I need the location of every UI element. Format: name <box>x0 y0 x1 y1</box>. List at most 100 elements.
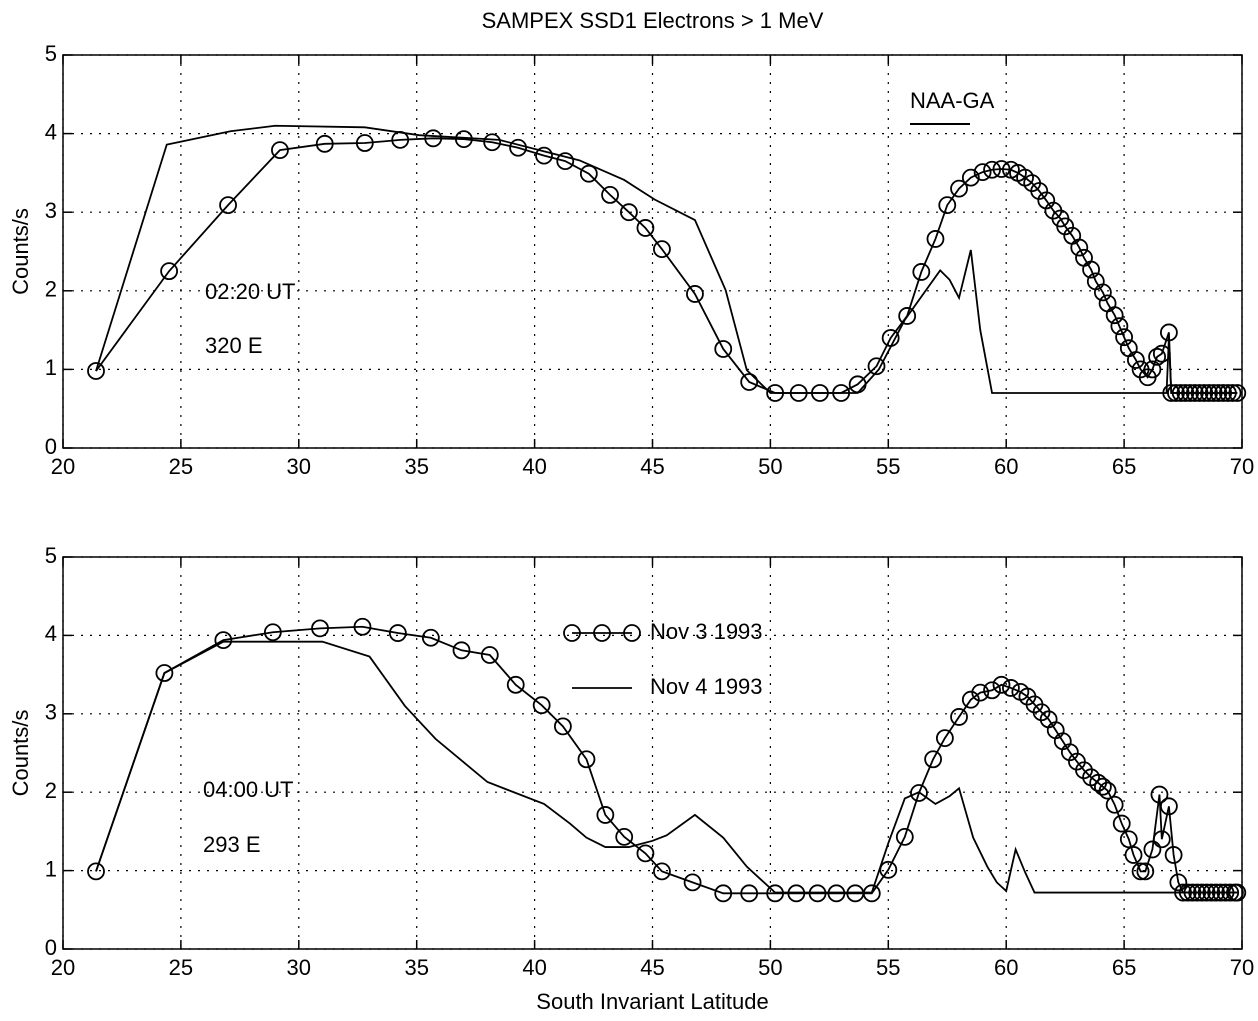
data-point <box>577 750 596 769</box>
y-axis-label: Counts/s <box>8 208 33 295</box>
x-tick-label: 25 <box>169 955 193 980</box>
data-point <box>1115 328 1133 347</box>
x-tick-label: 60 <box>994 955 1018 980</box>
x-tick-label: 45 <box>640 454 664 479</box>
x-tick-label: 20 <box>51 955 75 980</box>
data-point <box>535 146 553 165</box>
x-tick-label: 70 <box>1230 454 1254 479</box>
annotation: 320 E <box>205 333 263 358</box>
x-tick-label: 65 <box>1112 955 1136 980</box>
data-point <box>895 827 914 846</box>
y-tick-label: 4 <box>45 119 57 144</box>
data-point <box>1119 830 1138 849</box>
series-line <box>95 640 1238 894</box>
axes-box <box>62 556 1243 950</box>
data-point <box>219 196 237 215</box>
x-tick-label: 35 <box>404 955 428 980</box>
data-point <box>311 619 329 638</box>
data-point <box>898 307 917 325</box>
data-point <box>355 134 374 152</box>
data-point <box>601 186 619 204</box>
data-point <box>452 641 471 660</box>
x-tick-label: 50 <box>758 454 782 479</box>
data-point <box>214 631 233 650</box>
data-point <box>961 168 980 187</box>
data-point <box>483 133 502 152</box>
data-point <box>421 628 440 647</box>
data-point <box>867 357 886 376</box>
data-point <box>353 617 372 636</box>
data-point <box>983 160 1001 179</box>
data-point <box>615 827 634 846</box>
data-point <box>1148 347 1167 366</box>
y-tick-label: 1 <box>45 355 57 380</box>
data-point <box>87 862 105 881</box>
data-point <box>714 884 733 903</box>
data-point <box>1136 862 1155 881</box>
data-point <box>636 219 655 237</box>
data-point <box>983 681 1001 700</box>
data-point <box>1160 797 1178 816</box>
data-point <box>992 675 1011 694</box>
data-point <box>556 152 575 171</box>
data-point <box>532 696 551 715</box>
x-tick-label: 20 <box>51 454 75 479</box>
series-line <box>95 137 1238 394</box>
data-point <box>686 285 704 303</box>
legend-marker <box>623 624 641 642</box>
data-point <box>950 708 968 726</box>
data-point <box>683 873 702 892</box>
data-point <box>1098 781 1117 800</box>
annotation: 02:20 UT <box>205 279 296 304</box>
data-point <box>1110 317 1129 336</box>
data-point <box>155 664 174 682</box>
annotation: 04:00 UT <box>203 777 294 802</box>
x-tick-label: 55 <box>876 955 900 980</box>
data-point <box>1002 679 1020 697</box>
data-point <box>926 230 945 248</box>
chart-title: SAMPEX SSD1 Electrons > 1 MeV <box>482 8 824 33</box>
data-point <box>1131 862 1150 881</box>
y-tick-label: 5 <box>45 543 57 568</box>
data-point <box>938 196 957 215</box>
x-tick-label: 40 <box>522 454 546 479</box>
x-axis-label: South Invariant Latitude <box>536 989 768 1014</box>
y-tick-label: 1 <box>45 856 57 881</box>
data-point <box>1169 873 1188 892</box>
x-tick-label: 50 <box>758 955 782 980</box>
y-tick-label: 0 <box>45 434 57 459</box>
y-tick-label: 4 <box>45 621 57 646</box>
data-point <box>1070 238 1089 257</box>
data-point <box>620 203 638 222</box>
data-point <box>160 262 179 281</box>
x-tick-label: 60 <box>994 454 1018 479</box>
data-point <box>596 806 615 824</box>
data-point <box>1093 777 1112 796</box>
data-point <box>992 160 1011 178</box>
legend-label: Nov 3 1993 <box>650 619 763 644</box>
data-point <box>271 141 289 160</box>
data-point <box>553 717 572 736</box>
y-tick-label: 2 <box>45 778 57 803</box>
data-point <box>1164 846 1183 864</box>
x-tick-label: 30 <box>287 454 311 479</box>
data-point <box>315 134 334 153</box>
legend-marker <box>563 624 581 642</box>
x-tick-label: 65 <box>1112 454 1136 479</box>
x-tick-label: 25 <box>169 454 193 479</box>
data-point <box>1082 260 1100 279</box>
data-point <box>973 163 992 182</box>
data-point <box>935 729 954 748</box>
data-point <box>653 240 671 259</box>
data-point <box>1093 283 1112 302</box>
data-point <box>910 784 928 802</box>
data-point <box>1150 785 1169 804</box>
data-point <box>1124 846 1143 864</box>
x-tick-label: 40 <box>522 955 546 980</box>
x-tick-label: 30 <box>287 955 311 980</box>
annotation: NAA-GA <box>910 88 995 113</box>
data-point <box>1126 351 1145 369</box>
y-tick-label: 5 <box>45 41 57 66</box>
x-tick-label: 35 <box>404 454 428 479</box>
